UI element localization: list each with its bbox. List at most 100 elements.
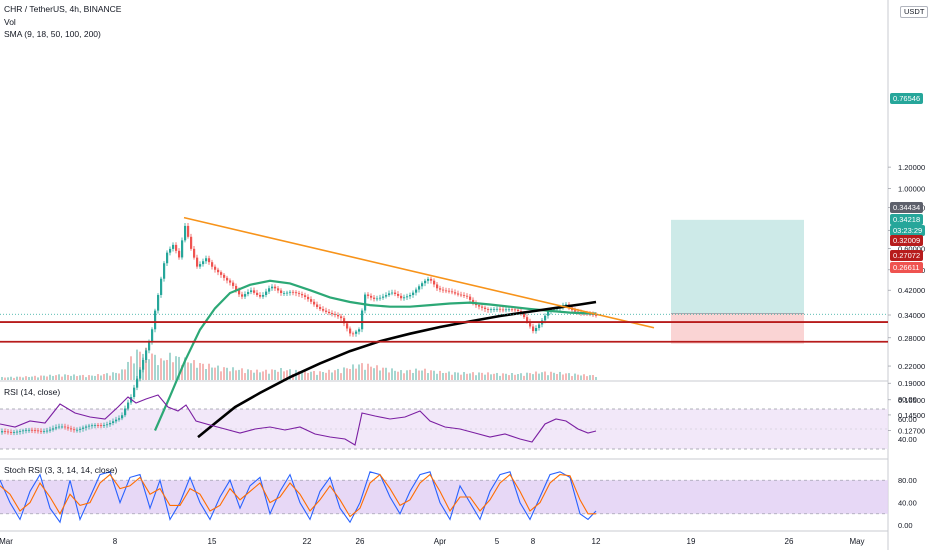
candle-body	[16, 431, 19, 433]
volume-bar	[391, 368, 393, 380]
candle-body	[238, 290, 241, 295]
candle-body	[163, 263, 166, 279]
candle-body	[172, 244, 175, 249]
candle-body	[544, 315, 547, 321]
candle-body	[241, 294, 244, 297]
volume-bar	[1, 376, 3, 380]
volume-bar	[130, 356, 132, 380]
stop-badge: 0.26611	[890, 262, 923, 273]
candle-body	[166, 252, 169, 264]
volume-bar	[508, 375, 510, 380]
candle-body	[115, 419, 118, 422]
candle-body	[67, 427, 70, 429]
volume-bar	[421, 370, 423, 380]
volume-bar	[595, 377, 597, 380]
volume-bar	[265, 369, 267, 380]
price-tick-label: 1.00000	[898, 185, 925, 194]
take-profit-zone	[671, 219, 804, 314]
candle-body	[529, 321, 532, 327]
volume-bar	[424, 368, 426, 380]
volume-bar	[346, 368, 348, 380]
volume-bar	[52, 375, 54, 380]
volume-bar	[331, 372, 333, 380]
time-tick-label: 22	[303, 537, 312, 546]
volume-bar	[379, 370, 381, 380]
volume-bar	[214, 367, 216, 380]
candle-body	[373, 297, 376, 299]
volume-bar	[445, 372, 447, 380]
volume-bar	[148, 359, 150, 380]
candle-body	[253, 290, 256, 293]
stop-loss-zone	[671, 313, 804, 344]
stoch-band	[0, 480, 888, 514]
volume-bar	[49, 374, 51, 380]
volume-bar	[151, 353, 153, 380]
candle-body	[127, 402, 130, 409]
volume-bar	[109, 375, 111, 380]
price-tick-label: 0.22000	[898, 362, 925, 371]
volume-bar	[232, 367, 234, 380]
candle-body	[280, 290, 283, 294]
volume-label: Vol	[4, 17, 16, 27]
candle-body	[451, 291, 454, 293]
volume-bar	[406, 370, 408, 380]
candle-body	[193, 248, 196, 258]
candle-body	[409, 295, 412, 297]
currency-badge[interactable]: USDT	[900, 6, 929, 18]
candle-body	[52, 428, 55, 430]
volume-bar	[244, 373, 246, 380]
candle-body	[244, 294, 247, 297]
candle-body	[349, 328, 352, 334]
candle-body	[442, 289, 445, 291]
time-tick-label: 8	[113, 537, 118, 546]
candle-body	[316, 304, 319, 307]
volume-bar	[361, 363, 363, 380]
volume-bar	[484, 374, 486, 380]
candle-body	[508, 309, 511, 311]
volume-bar	[184, 357, 186, 380]
candle-body	[196, 257, 199, 267]
volume-bar	[469, 373, 471, 380]
candle-body	[493, 308, 496, 310]
volume-bar	[340, 373, 342, 380]
volume-bar	[580, 375, 582, 380]
candle-body	[274, 286, 277, 289]
candle-body	[85, 426, 88, 428]
volume-bar	[502, 373, 504, 380]
volume-bar	[373, 368, 375, 380]
candle-body	[142, 359, 145, 370]
volume-bar	[478, 372, 480, 380]
candle-body	[379, 297, 382, 299]
volume-bar	[514, 374, 516, 380]
candle-body	[4, 431, 7, 432]
volume-bar	[22, 377, 24, 380]
volume-bar	[310, 371, 312, 380]
volume-bar	[70, 375, 72, 380]
stoch-tick-label: 40.00	[898, 499, 917, 508]
candle-body	[355, 331, 358, 334]
volume-bar	[106, 373, 108, 380]
volume-bar	[247, 369, 249, 380]
price-tick-label: 0.16500	[898, 396, 925, 405]
candle-body	[211, 262, 214, 267]
candle-body	[112, 421, 115, 423]
volume-bar	[181, 365, 183, 380]
candle-body	[457, 293, 460, 295]
candle-body	[61, 426, 64, 428]
volume-bar	[238, 369, 240, 380]
candle-body	[220, 272, 223, 275]
volume-bar	[592, 375, 594, 380]
candle-body	[106, 424, 109, 426]
candle-body	[46, 430, 49, 432]
candle-body	[346, 323, 349, 329]
candle-body	[337, 314, 340, 317]
volume-bar	[574, 373, 576, 380]
level1-badge: 0.32009	[890, 235, 924, 246]
rsi-tick-label: 80.00	[898, 395, 917, 404]
time-tick-label: 26	[785, 537, 794, 546]
candle-body	[574, 310, 577, 312]
volume-bar	[496, 372, 498, 380]
volume-bar	[301, 372, 303, 380]
candle-body	[313, 301, 316, 305]
